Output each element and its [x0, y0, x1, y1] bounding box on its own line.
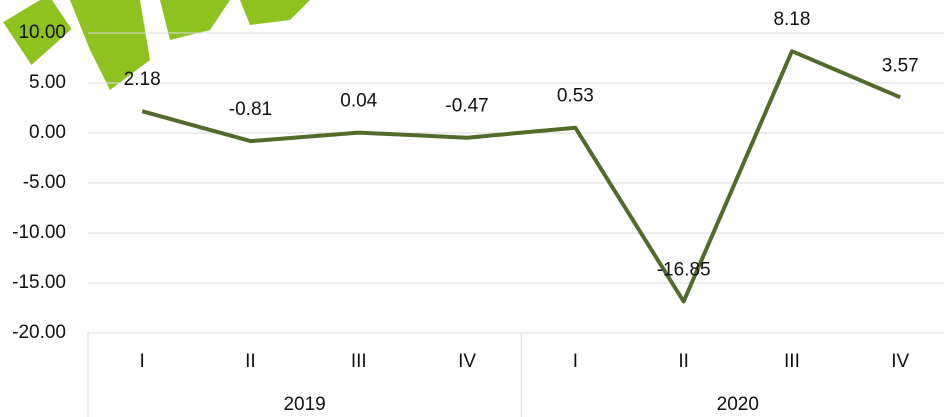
x-tick-label: I — [140, 351, 145, 372]
x-tick-label: II — [245, 351, 256, 372]
data-label: 8.18 — [773, 9, 810, 30]
y-tick-label: -20.00 — [12, 322, 66, 343]
group-label: 2019 — [283, 394, 325, 415]
y-tick-label: -10.00 — [12, 222, 66, 243]
data-label: 2.18 — [124, 69, 161, 90]
data-label: -16.85 — [657, 260, 711, 281]
x-tick-label: III — [351, 351, 367, 372]
y-tick-label: 5.00 — [29, 72, 66, 93]
line-series — [141, 49, 902, 304]
data-label: 3.57 — [882, 55, 919, 76]
data-label: 0.04 — [340, 91, 377, 112]
x-tick-label: III — [784, 351, 800, 372]
x-tick-label: II — [678, 351, 689, 372]
x-tick-label: IV — [458, 351, 476, 372]
data-label: -0.81 — [229, 99, 272, 120]
y-tick-label: -15.00 — [12, 272, 66, 293]
y-tick-label: -5.00 — [23, 172, 66, 193]
y-tick-label: 10.00 — [18, 22, 66, 43]
y-tick-label: 0.00 — [29, 122, 66, 143]
group-label: 2020 — [717, 394, 759, 415]
x-tick-label: I — [573, 351, 578, 372]
data-label: -0.47 — [445, 96, 488, 117]
x-tick-label: IV — [891, 351, 909, 372]
data-label: 0.53 — [557, 86, 594, 107]
watermark — [3, 0, 310, 90]
